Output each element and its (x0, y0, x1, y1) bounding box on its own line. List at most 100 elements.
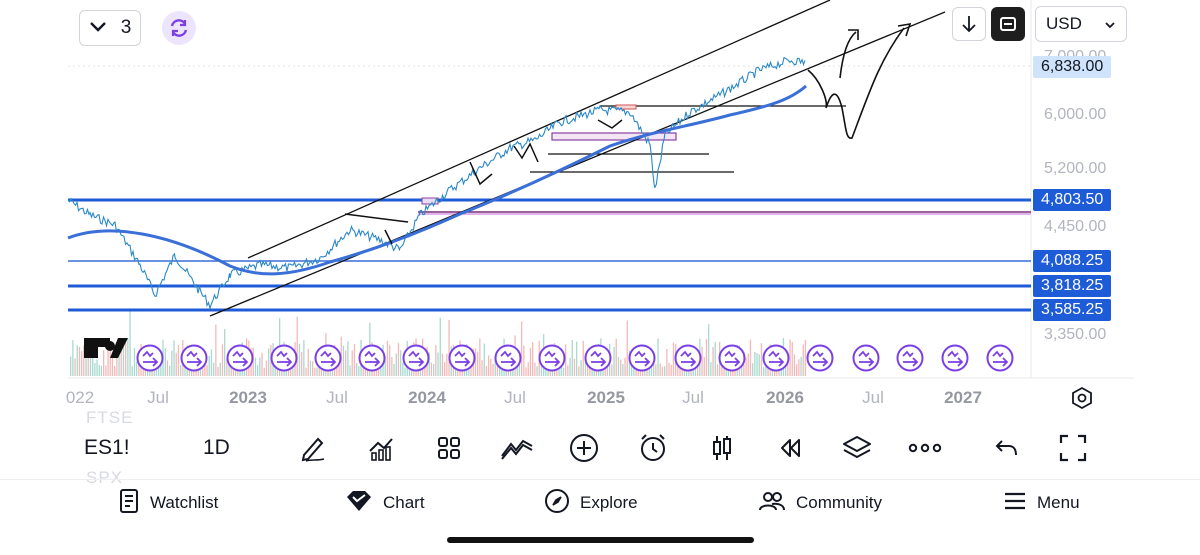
trendline-upper[interactable] (247, 0, 831, 259)
nav-menu[interactable]: Menu (1003, 488, 1080, 518)
volume-bar (138, 364, 140, 376)
volume-bar (562, 367, 565, 376)
fullscreen-icon[interactable] (1056, 430, 1090, 466)
pencil-icon[interactable] (296, 430, 330, 466)
volume-bar (177, 345, 180, 376)
currency-selector[interactable]: USD (1035, 6, 1127, 42)
event-marker-icon[interactable] (806, 344, 834, 372)
event-marker-icon[interactable] (358, 344, 386, 372)
event-marker-icon[interactable] (896, 344, 924, 372)
nav-community-label: Community (796, 493, 882, 512)
volume-bar (169, 365, 171, 376)
drawn-arrow-left[interactable] (839, 29, 859, 79)
volume-bar (705, 339, 708, 376)
chart-canvas[interactable] (0, 0, 1200, 414)
volume-bar (474, 348, 477, 376)
nav-explore[interactable]: Explore (544, 488, 638, 518)
volume-bar (624, 357, 626, 376)
scroll-down-icon[interactable] (952, 7, 986, 41)
volume-bar (527, 362, 529, 376)
volume-bar (384, 356, 386, 376)
volume-bar (776, 367, 778, 376)
bottom-navigation: Watchlist Chart Explore Community Menu (0, 480, 1200, 526)
event-marker-icon[interactable] (762, 344, 790, 372)
volume-bar (230, 366, 232, 376)
chart-mode-icon[interactable] (991, 7, 1025, 41)
interval-selector[interactable]: 3 (79, 10, 141, 46)
replay-icon[interactable] (773, 430, 807, 466)
event-marker-icon[interactable] (226, 344, 254, 372)
volume-bar (83, 345, 85, 376)
time-tick: 2027 (944, 388, 982, 407)
volume-bar (516, 362, 518, 376)
volume-bar (105, 365, 107, 376)
volume-bar (120, 348, 122, 376)
event-marker-icon[interactable] (402, 344, 430, 372)
volume-bar (670, 364, 672, 376)
compare-icon[interactable] (497, 430, 537, 466)
volume-bar (578, 366, 580, 376)
volume-bar (580, 360, 582, 376)
volume-bar (351, 350, 353, 376)
indicators-icon[interactable] (364, 430, 398, 466)
event-marker-icon[interactable] (494, 344, 522, 372)
settings-icon[interactable] (1068, 384, 1096, 412)
volume-bar (217, 367, 219, 376)
event-marker-icon[interactable] (180, 344, 208, 372)
volume-bar (747, 353, 749, 376)
event-marker-icon[interactable] (270, 344, 298, 372)
drawn-projection[interactable] (807, 27, 905, 139)
trendline-middle[interactable] (209, 11, 946, 317)
home-indicator[interactable] (447, 537, 754, 543)
event-marker-icon[interactable] (628, 344, 656, 372)
event-marker-icon[interactable] (314, 344, 342, 372)
grid-icon[interactable] (432, 430, 466, 466)
event-marker-icon[interactable] (674, 344, 702, 372)
drawn-arrow-right[interactable] (897, 22, 912, 37)
volume-bar (679, 367, 681, 376)
compass-icon (544, 488, 570, 519)
event-marker-icon[interactable] (538, 344, 566, 372)
candles-icon[interactable] (705, 430, 739, 466)
nav-chart[interactable]: Chart (345, 488, 425, 518)
volume-bar (666, 349, 668, 376)
sync-icon[interactable] (162, 11, 196, 45)
drawn-zigzag[interactable] (344, 119, 623, 245)
volume-bar (567, 365, 569, 376)
price-series[interactable] (67, 56, 806, 311)
volume-bar (114, 366, 116, 376)
chart-area[interactable]: 3 USD 7,000.00 6,000.00 5,200.00 4,450.0… (0, 0, 1200, 414)
time-tick: Jul (682, 388, 704, 407)
volume-bar (158, 362, 160, 376)
event-marker-icon[interactable] (136, 344, 164, 372)
event-marker-icon[interactable] (718, 344, 746, 372)
event-marker-icon[interactable] (941, 344, 969, 372)
layers-icon[interactable] (840, 430, 874, 466)
more-icon[interactable] (908, 430, 942, 466)
volume-bar (534, 362, 536, 376)
event-marker-icon[interactable] (852, 344, 880, 372)
symbol-button[interactable]: ES1! (84, 436, 130, 459)
zone-rectangle[interactable] (551, 132, 677, 141)
volume-bar (587, 362, 589, 376)
event-marker-icon[interactable] (584, 344, 612, 372)
volume-bar (490, 358, 492, 376)
price-tick: 5,200.00 (1044, 160, 1107, 177)
volume-bar (488, 355, 490, 376)
volume-bar (356, 363, 358, 376)
alert-icon[interactable] (636, 430, 670, 466)
event-markers[interactable] (136, 344, 1014, 372)
undo-icon[interactable] (990, 430, 1024, 466)
volume-bar (703, 357, 705, 376)
event-marker-icon[interactable] (986, 344, 1014, 372)
zone-rectangle-red[interactable] (615, 104, 637, 110)
volume-bar (85, 347, 87, 376)
moving-average[interactable] (67, 84, 807, 276)
volume-bar (362, 361, 364, 376)
add-icon[interactable] (567, 430, 601, 466)
volume-bar (303, 340, 305, 376)
nav-watchlist[interactable]: Watchlist (118, 488, 218, 518)
nav-community[interactable]: Community (758, 488, 882, 518)
event-marker-icon[interactable] (448, 344, 476, 372)
interval-button[interactable]: 1D (203, 436, 230, 459)
